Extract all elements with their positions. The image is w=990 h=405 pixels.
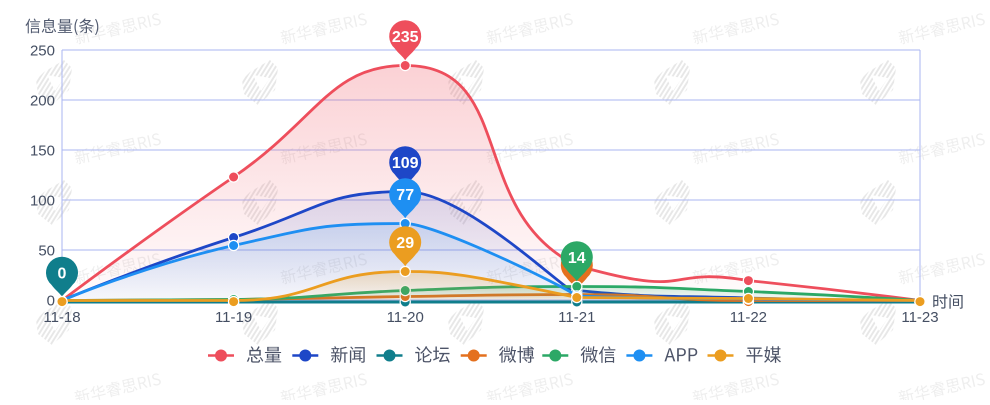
svg-text:29: 29 — [396, 235, 414, 252]
svg-text:100: 100 — [30, 192, 55, 209]
svg-text:0: 0 — [47, 292, 55, 309]
svg-text:77: 77 — [396, 187, 414, 204]
svg-text:50: 50 — [38, 242, 55, 259]
svg-text:11-18: 11-18 — [43, 309, 80, 326]
svg-text:11-21: 11-21 — [558, 309, 595, 326]
svg-text:11-20: 11-20 — [387, 309, 424, 326]
svg-text:109: 109 — [392, 155, 419, 172]
svg-text:11-22: 11-22 — [730, 309, 767, 326]
svg-text:250: 250 — [30, 42, 55, 59]
svg-text:11-23: 11-23 — [901, 309, 938, 326]
svg-text:235: 235 — [392, 29, 419, 46]
svg-text:0: 0 — [58, 266, 67, 283]
svg-text:200: 200 — [30, 92, 55, 109]
svg-text:14: 14 — [568, 250, 586, 267]
svg-text:11-19: 11-19 — [215, 309, 252, 326]
svg-text:150: 150 — [30, 142, 55, 159]
